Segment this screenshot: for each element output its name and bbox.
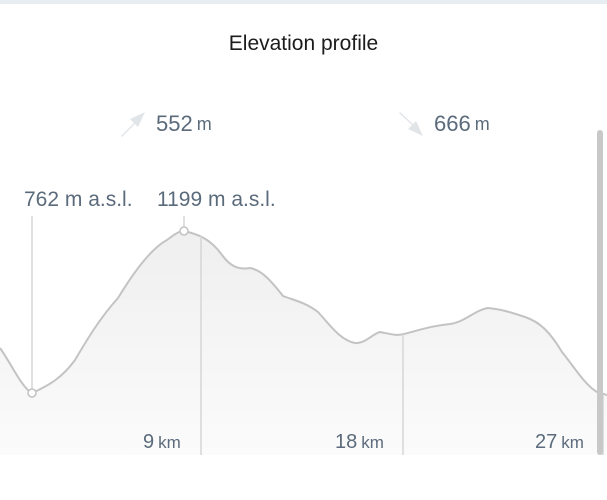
arrow-down-right-icon: [399, 112, 423, 136]
km-marker-value: 27: [535, 431, 558, 453]
top-border: [0, 0, 607, 4]
km-marker-value: 18: [335, 431, 358, 453]
vertical-scrollbar[interactable]: [597, 130, 603, 455]
ascent-unit: m: [196, 113, 212, 134]
descent-stat: 666 m: [396, 108, 490, 140]
page-title: Elevation profile: [228, 32, 379, 55]
km-marker-unit: km: [361, 433, 384, 452]
arrow-up-right-icon: [121, 112, 145, 137]
ascent-stat: 552 m: [118, 108, 212, 140]
km-marker-9: 9 km: [143, 431, 181, 454]
max-elevation-marker: [179, 226, 189, 236]
min-elevation-label: 762 m a.s.l.: [24, 188, 133, 211]
km-marker-27: 27 km: [535, 431, 584, 454]
descent-value: 666: [434, 111, 471, 136]
km-marker-18: 18 km: [335, 431, 384, 454]
max-elevation-label: 1199 m a.s.l.: [157, 188, 276, 211]
elevation-area: [0, 231, 607, 455]
km-marker-unit: km: [158, 433, 181, 452]
ascent-value: 552: [156, 111, 193, 136]
min-elevation-marker: [27, 388, 37, 398]
km-marker-unit: km: [561, 433, 584, 452]
elevation-line: [0, 229, 607, 396]
descent-unit: m: [474, 113, 490, 134]
km-marker-value: 9: [143, 431, 155, 453]
